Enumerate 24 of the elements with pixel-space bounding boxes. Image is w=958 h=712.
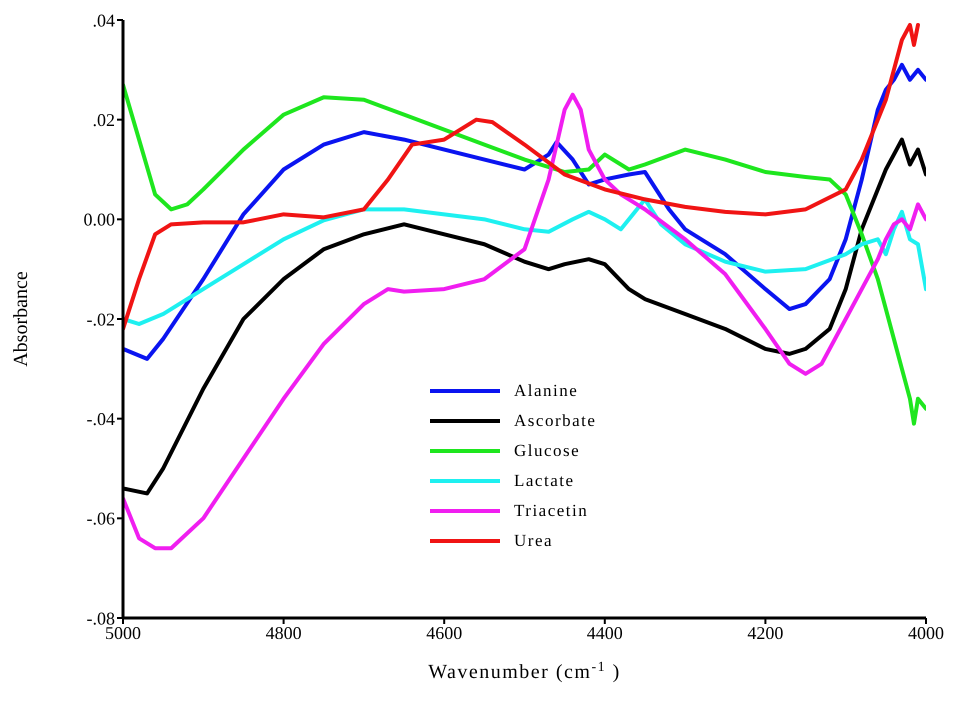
line-series [123, 22, 920, 331]
line-series [123, 92, 926, 550]
legend-label: Ascorbate [514, 411, 596, 431]
legend-label: Triacetin [514, 501, 588, 521]
line-series [123, 82, 926, 426]
y-tick-label: -.08 [86, 608, 115, 628]
x-tick-label: 4000 [908, 622, 944, 643]
y-tick-label: .02 [92, 110, 115, 130]
legend-label: Lactate [514, 471, 575, 491]
x-tick-label: 4800 [266, 622, 302, 643]
x-tick-label: 4400 [586, 622, 623, 643]
y-tick-label: -.04 [86, 409, 115, 430]
line-series [123, 62, 926, 361]
y-axis-title: Absorbance [10, 271, 32, 367]
x-axis-title: Wavenumber (cm$^{-1}$) [428, 660, 621, 683]
y-tick-label: .04 [92, 10, 115, 30]
legend-label: Urea [514, 531, 554, 551]
legend-label: Alanine [514, 381, 578, 401]
y-tick-label: -.02 [86, 309, 115, 330]
y-tick-label: 0.00 [84, 210, 115, 230]
y-tick-label: -.06 [86, 508, 115, 529]
x-tick-label: 4600 [426, 622, 462, 643]
x-tick-label: 4200 [747, 622, 784, 643]
legend-label: Glucose [514, 441, 580, 461]
